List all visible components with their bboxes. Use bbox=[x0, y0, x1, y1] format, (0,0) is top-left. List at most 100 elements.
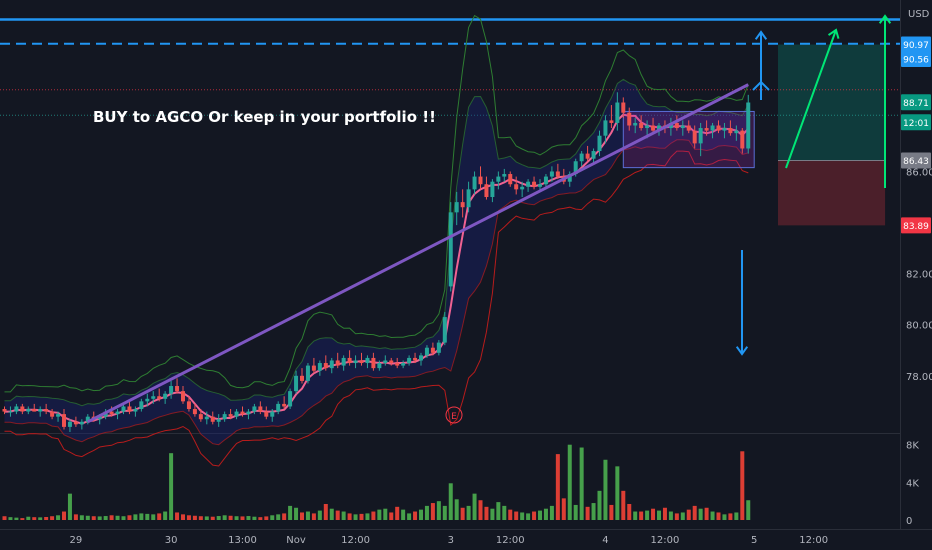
volume-bar bbox=[246, 516, 251, 520]
volume-bar bbox=[276, 514, 281, 520]
candle-body bbox=[466, 189, 471, 208]
volume-bar bbox=[657, 510, 661, 520]
candle-body bbox=[32, 409, 37, 412]
candle-body bbox=[454, 202, 459, 213]
volume-bar bbox=[740, 451, 745, 520]
volume-bar bbox=[668, 511, 673, 520]
price-tick-label: 80.00 bbox=[906, 321, 932, 332]
candle-body bbox=[413, 357, 418, 361]
volume-bar bbox=[639, 511, 644, 520]
volume-bar bbox=[543, 508, 548, 520]
volume-bar bbox=[359, 513, 364, 520]
volume-bar bbox=[103, 516, 108, 520]
volume-bar bbox=[329, 508, 334, 520]
volume-bar bbox=[204, 516, 209, 520]
volume-bar bbox=[573, 504, 578, 520]
volume-bar bbox=[26, 516, 31, 520]
candle-body bbox=[8, 411, 13, 413]
candle-body bbox=[151, 396, 156, 399]
volume-bar bbox=[353, 514, 358, 520]
candle-body bbox=[532, 181, 537, 187]
currency-label: USD bbox=[908, 9, 930, 20]
candle-body bbox=[728, 128, 733, 134]
volume-bar bbox=[567, 444, 572, 520]
arrow-diag-green-head bbox=[827, 28, 840, 39]
volume-bar bbox=[538, 510, 542, 520]
candle-body bbox=[657, 125, 661, 131]
volume-bar bbox=[520, 512, 525, 520]
candle-body bbox=[424, 347, 429, 356]
price-badge-label: 86.43 bbox=[903, 157, 929, 167]
candle-body bbox=[294, 375, 299, 392]
volume-bar bbox=[627, 504, 632, 520]
price-badge bbox=[901, 36, 931, 53]
volume-bar bbox=[407, 513, 412, 520]
time-tick-label: 29 bbox=[70, 535, 83, 546]
volume-bar bbox=[645, 510, 650, 520]
volume-bar bbox=[264, 516, 269, 520]
candle-body bbox=[430, 347, 435, 353]
candle-body bbox=[163, 393, 168, 399]
volume-bar bbox=[198, 516, 203, 520]
volume-bar bbox=[133, 514, 138, 520]
volume-bar bbox=[341, 511, 346, 520]
candle-body bbox=[181, 391, 185, 402]
volume-bar bbox=[311, 513, 316, 520]
volume-bar bbox=[323, 504, 328, 520]
candle-body bbox=[317, 363, 322, 371]
volume-bar bbox=[317, 510, 322, 520]
arrow-up-blue-mid bbox=[752, 80, 770, 91]
band-lower-inner bbox=[4, 139, 749, 446]
candle-body bbox=[520, 186, 525, 190]
price-badge-label: 90.56 bbox=[903, 55, 929, 65]
candle-body bbox=[419, 355, 423, 361]
volume-bar bbox=[252, 516, 257, 520]
candle-body bbox=[383, 360, 388, 364]
volume-bar bbox=[514, 511, 519, 520]
volume-bar bbox=[365, 513, 370, 520]
price-badge-label: 12:01 bbox=[903, 119, 929, 129]
candle-body bbox=[127, 406, 132, 412]
candle-body bbox=[460, 202, 465, 208]
candle-body bbox=[597, 135, 602, 152]
candle-body bbox=[609, 120, 614, 123]
volume-bar bbox=[115, 515, 120, 520]
candle-body bbox=[157, 396, 162, 399]
volume-bar bbox=[419, 509, 423, 520]
annotation-text: BUY to AGCO Or keep in your portfolio !! bbox=[93, 108, 436, 126]
axes: 78.00 80.00 82.00 86.00 8K 4K 0 29 30 13:00 Nov 12:… bbox=[70, 167, 932, 546]
volume-bar bbox=[335, 510, 340, 520]
volume-bar bbox=[662, 507, 667, 520]
candle-body bbox=[335, 360, 340, 366]
candle-body bbox=[722, 128, 727, 131]
band-fill bbox=[4, 79, 749, 445]
volume-bar bbox=[526, 513, 531, 520]
candle-body bbox=[288, 391, 293, 407]
price-badge-label: 90.97 bbox=[903, 41, 929, 51]
candle-body bbox=[222, 414, 227, 420]
candle-body bbox=[734, 130, 739, 134]
volume-bar bbox=[430, 503, 435, 520]
candle-body bbox=[252, 406, 257, 412]
volume-bar bbox=[38, 517, 43, 520]
volume-bar bbox=[621, 490, 626, 520]
volume-bar bbox=[157, 513, 162, 520]
candle-body bbox=[246, 411, 251, 415]
position-tool bbox=[778, 44, 886, 226]
volume-bar bbox=[651, 508, 656, 520]
volume-bar bbox=[371, 511, 376, 520]
candle-body bbox=[26, 409, 31, 412]
volume-bar bbox=[258, 517, 263, 520]
volume-bar bbox=[686, 509, 691, 520]
volume-bar bbox=[424, 505, 429, 520]
volume-bar bbox=[294, 507, 299, 520]
candle-body bbox=[276, 403, 281, 412]
candle-body bbox=[145, 398, 150, 402]
candle-body bbox=[44, 409, 49, 412]
candle-body bbox=[115, 411, 120, 415]
volume-bar bbox=[436, 501, 441, 520]
candle-body bbox=[186, 401, 191, 410]
